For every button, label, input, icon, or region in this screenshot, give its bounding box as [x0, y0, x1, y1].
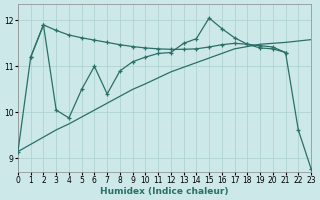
- X-axis label: Humidex (Indice chaleur): Humidex (Indice chaleur): [100, 187, 229, 196]
